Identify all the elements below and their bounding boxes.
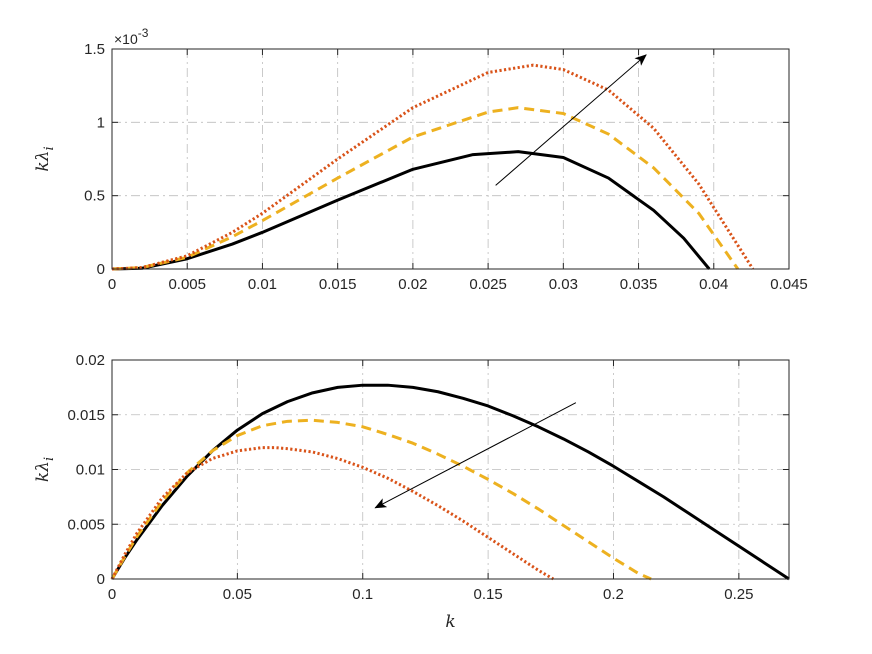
x-tick-label: 0.1 — [352, 586, 373, 603]
x-tick-label: 0.04 — [699, 276, 728, 293]
x-tick-label: 0.25 — [724, 586, 753, 603]
y-tick-label: 0.02 — [76, 352, 105, 369]
series-line-dotted — [111, 63, 755, 271]
y-axis-label: kλi — [33, 146, 57, 171]
series-line-dashed — [110, 418, 652, 581]
x-tick-label: 0 — [108, 276, 116, 293]
x-tick-label: 0 — [108, 586, 116, 603]
y-tick-label: 1.5 — [84, 41, 105, 58]
top-chart: 0 0.005 0.01 0.015 0.02 0.025 0.03 0.035 0.04 0.0… — [33, 26, 808, 293]
y-tick-label: 0.01 — [76, 462, 105, 479]
x-tick-label: 0.01 — [248, 276, 277, 293]
x-tick-label: 0.015 — [319, 276, 357, 293]
trend-arrow — [374, 402, 577, 509]
x-tick-label: 0.035 — [620, 276, 658, 293]
x-axis-label: k — [445, 612, 455, 632]
y-tick-label: 0.005 — [67, 516, 105, 533]
y-axis-label: kλi — [33, 457, 57, 482]
x-tick-label: 0.2 — [603, 586, 624, 603]
x-tick-label: 0.005 — [168, 276, 206, 293]
y-tick-label: 1 — [97, 114, 105, 131]
x-tick-label: 0.045 — [770, 276, 808, 293]
y-tick-label: 0 — [97, 261, 105, 278]
y-tick-label: 0 — [97, 571, 105, 588]
series-line-dotted — [110, 446, 555, 581]
x-tick-label: 0.15 — [474, 586, 503, 603]
bottom-chart: 0 0.05 0.1 0.15 0.2 0.25 0 0.005 0.01 0.015 0.02 kλ… — [33, 352, 790, 632]
y-exponent-label: ×10-3 — [114, 26, 149, 47]
x-tick-label: 0.05 — [223, 586, 252, 603]
trend-arrow — [495, 54, 647, 186]
series-line-solid — [111, 150, 711, 271]
y-tick-label: 0.015 — [67, 407, 105, 424]
series-line-dashed — [111, 106, 740, 271]
x-tick-label: 0.03 — [549, 276, 578, 293]
x-tick-label: 0.02 — [398, 276, 427, 293]
y-tick-label: 0.5 — [84, 188, 105, 205]
x-tick-label: 0.025 — [469, 276, 507, 293]
axes-box — [111, 48, 790, 270]
